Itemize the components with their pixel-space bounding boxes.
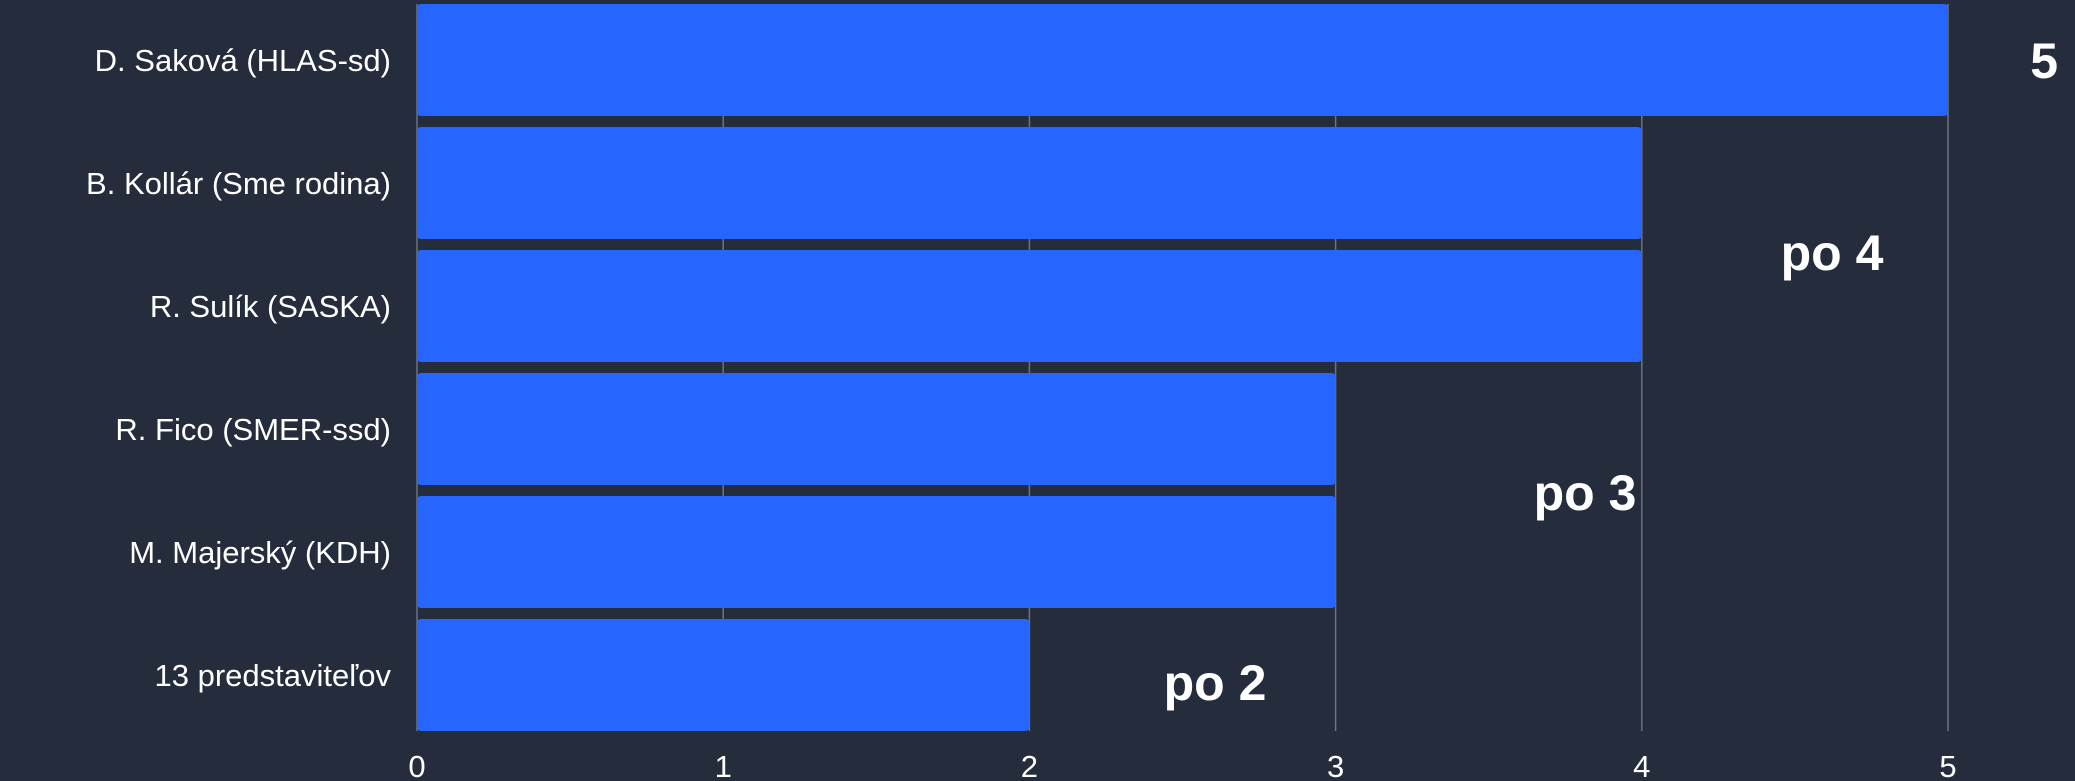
annotations: 5 po 4 po 3 po 2 (1164, 33, 2058, 711)
x-tick-label-5: 5 (1939, 749, 1956, 781)
bar-2 (417, 250, 1642, 362)
category-label-1: B. Kollár (Sme rodina) (86, 166, 391, 201)
gridlines (416, 4, 1949, 731)
category-label-4: M. Majerský (KDH) (129, 535, 391, 570)
bar-1 (417, 127, 1642, 239)
category-label-5: 13 predstaviteľov (154, 658, 391, 693)
annotation-3: po 2 (1164, 655, 1267, 711)
bar-4 (417, 496, 1336, 608)
category-labels: D. Saková (HLAS-sd) B. Kollár (Sme rodina… (86, 43, 391, 693)
x-tick-label-2: 2 (1021, 749, 1038, 781)
x-axis-ticks: 0 1 2 3 4 5 (408, 749, 1956, 781)
category-label-2: R. Sulík (SASKA) (150, 289, 391, 324)
bar-3 (417, 373, 1336, 485)
annotation-0: 5 (2030, 33, 2058, 89)
x-tick-label-0: 0 (408, 749, 425, 781)
x-tick-label-1: 1 (715, 749, 732, 781)
bars (417, 4, 1948, 731)
bar-5 (417, 619, 1030, 731)
bar-0 (417, 4, 1948, 116)
category-label-0: D. Saková (HLAS-sd) (95, 43, 391, 78)
x-tick-label-4: 4 (1633, 749, 1650, 781)
x-tick-label-3: 3 (1327, 749, 1344, 781)
annotation-1: po 4 (1781, 225, 1884, 281)
annotation-2: po 3 (1534, 465, 1637, 521)
category-label-3: R. Fico (SMER-ssd) (115, 412, 391, 447)
